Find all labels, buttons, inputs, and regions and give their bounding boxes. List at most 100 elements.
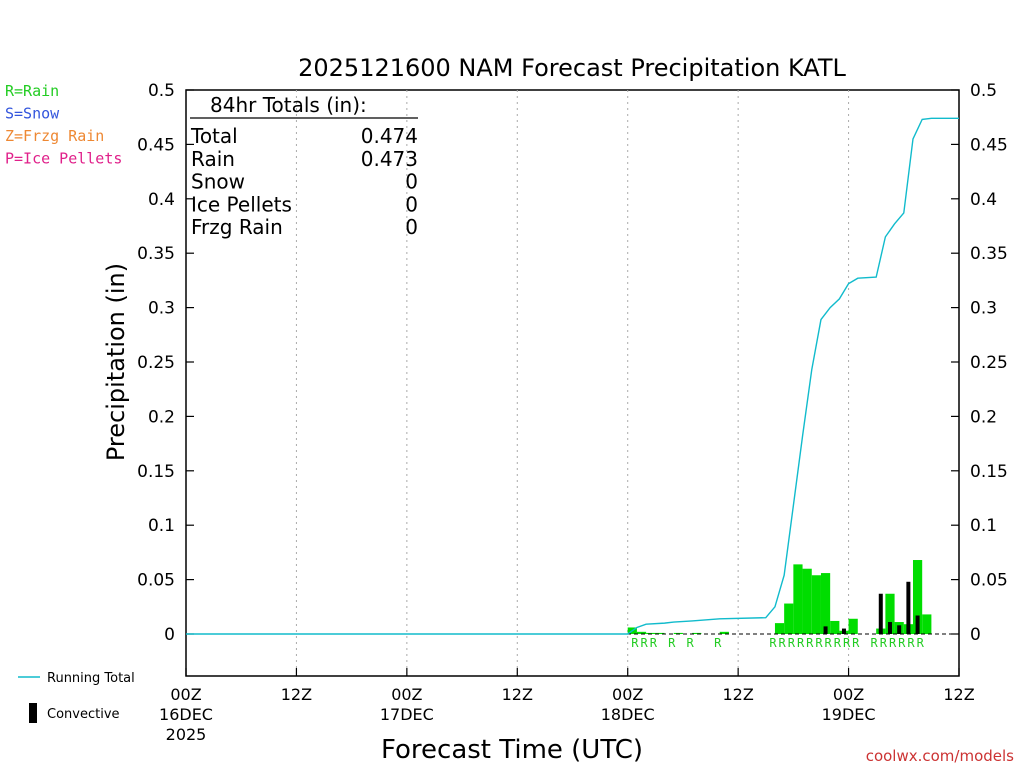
y-tick-label-left: 0.45 <box>137 135 175 155</box>
running-total-line <box>186 117 959 635</box>
rain-marker: R <box>631 636 639 650</box>
precip-bar <box>802 568 812 634</box>
y-tick-label-right: 0.45 <box>970 135 1008 155</box>
legend-type-3: P=Ice Pellets <box>5 150 122 168</box>
rain-marker: R <box>880 636 888 650</box>
convective-bar <box>915 615 920 634</box>
totals-box: 84hr Totals (in): Total 0.474 Rain 0.473 Sno… <box>190 93 418 239</box>
x-axis-label: Forecast Time (UTC) <box>381 735 643 765</box>
rain-marker: R <box>852 636 860 650</box>
x-tick-date: 18DEC <box>601 705 655 724</box>
convective-bar <box>841 628 846 634</box>
totals-label: Frzg Rain <box>191 215 283 239</box>
x-tick-label: 12Z <box>281 685 312 704</box>
x-tick-date: 17DEC <box>380 705 434 724</box>
legend-type-0: R=Rain <box>5 82 59 100</box>
rain-marker: R <box>889 636 897 650</box>
rain-marker: R <box>815 636 823 650</box>
y-tick-label-left: 0.35 <box>137 244 175 264</box>
precip-bar <box>655 632 665 634</box>
convective-bar <box>878 593 883 634</box>
y-tick-label-left: 0.5 <box>148 81 175 101</box>
y-axis-label: Precipitation (in) <box>102 263 130 461</box>
y-tick-label-right: 0.4 <box>970 190 997 210</box>
precip-bar <box>820 573 831 634</box>
y-tick-label-right: 0.35 <box>970 244 1008 264</box>
rain-marker: R <box>898 636 906 650</box>
rain-marker: R <box>668 636 676 650</box>
rain-marker: R <box>907 636 915 650</box>
precip-bar <box>774 623 785 634</box>
totals-value: 0 <box>405 170 418 194</box>
totals-label: Ice Pellets <box>191 192 292 216</box>
chart-title: 2025121600 NAM Forecast Precipitation KA… <box>298 54 846 82</box>
y-tick-label-left: 0.25 <box>137 353 175 373</box>
precip-type-legend: R=Rain S=Snow Z=Frzg Rain P=Ice Pellets <box>5 82 122 168</box>
rain-marker: R <box>834 636 842 650</box>
x-gridlines <box>295 90 850 676</box>
precip-bar <box>922 614 932 634</box>
x-tick-label: 12Z <box>943 685 974 704</box>
y-tick-label-right: 0 <box>970 625 981 645</box>
x-tick-label: 12Z <box>722 685 753 704</box>
convective-bar <box>906 581 911 634</box>
totals-value: 0 <box>405 215 418 239</box>
totals-value: 0 <box>405 192 418 216</box>
totals-value: 0.473 <box>361 147 418 171</box>
credit-text: coolwx.com/models <box>866 747 1014 765</box>
precip-bar <box>811 575 821 634</box>
legend-type-2: Z=Frzg Rain <box>5 127 104 145</box>
x-tick-year: 2025 <box>166 725 207 744</box>
precip-bar <box>692 632 702 634</box>
x-tick-date: 19DEC <box>822 705 876 724</box>
precip-bar <box>912 560 923 634</box>
y-tick-label-left: 0.05 <box>137 571 175 591</box>
totals-header: 84hr Totals (in): <box>210 93 367 117</box>
precip-bar <box>646 632 656 634</box>
rain-marker: R <box>650 636 658 650</box>
rain-marker: R <box>779 636 787 650</box>
rain-marker: R <box>714 636 722 650</box>
running-total-legend-label: Running Total <box>47 671 135 686</box>
y-tick-label-right: 0.5 <box>970 81 997 101</box>
plot-frame <box>185 89 960 677</box>
precip-bar <box>848 618 858 634</box>
x-tick-label: 12Z <box>502 685 533 704</box>
y-tick-label-left: 0.3 <box>148 299 175 319</box>
y-axis: 0.5 0.5 0.45 0.45 0.4 0.4 0.35 0.35 0.3 0.3 0.25 0.… <box>137 81 1008 645</box>
rain-marker: R <box>806 636 814 650</box>
rain-marker: R <box>843 636 851 650</box>
totals-label: Snow <box>191 170 245 194</box>
y-tick-label-right: 0.05 <box>970 571 1008 591</box>
convective-legend-label: Convective <box>47 707 120 722</box>
precip-bar <box>673 632 683 634</box>
precip-bar <box>784 603 794 634</box>
rain-marker: R <box>871 636 879 650</box>
precip-bar <box>885 593 895 634</box>
y-tick-label-left: 0.2 <box>148 407 175 427</box>
y-tick-label-right: 0.15 <box>970 462 1008 482</box>
y-tick-label-left: 0.1 <box>148 516 175 536</box>
y-tick-label-right: 0.25 <box>970 353 1008 373</box>
rain-marker: R <box>797 636 805 650</box>
x-tick-date: 16DEC <box>159 705 213 724</box>
y-tick-label-left: 0.15 <box>137 462 175 482</box>
convective-bars <box>823 581 920 634</box>
convective-legend-swatch <box>29 703 37 723</box>
rain-marker: R <box>917 636 925 650</box>
convective-bar <box>823 626 828 634</box>
rain-marker: R <box>641 636 649 650</box>
rain-marker: R <box>825 636 833 650</box>
y-tick-label-left: 0.4 <box>148 190 175 210</box>
totals-label: Rain <box>191 147 235 171</box>
y-tick-label-left: 0 <box>164 625 175 645</box>
y-tick-label-right: 0.3 <box>970 299 997 319</box>
precip-bar <box>830 620 840 634</box>
y-tick-label-right: 0.1 <box>970 516 997 536</box>
x-tick-label: 00Z <box>612 685 643 704</box>
precip-bars <box>627 560 932 634</box>
convective-bar <box>887 622 892 634</box>
